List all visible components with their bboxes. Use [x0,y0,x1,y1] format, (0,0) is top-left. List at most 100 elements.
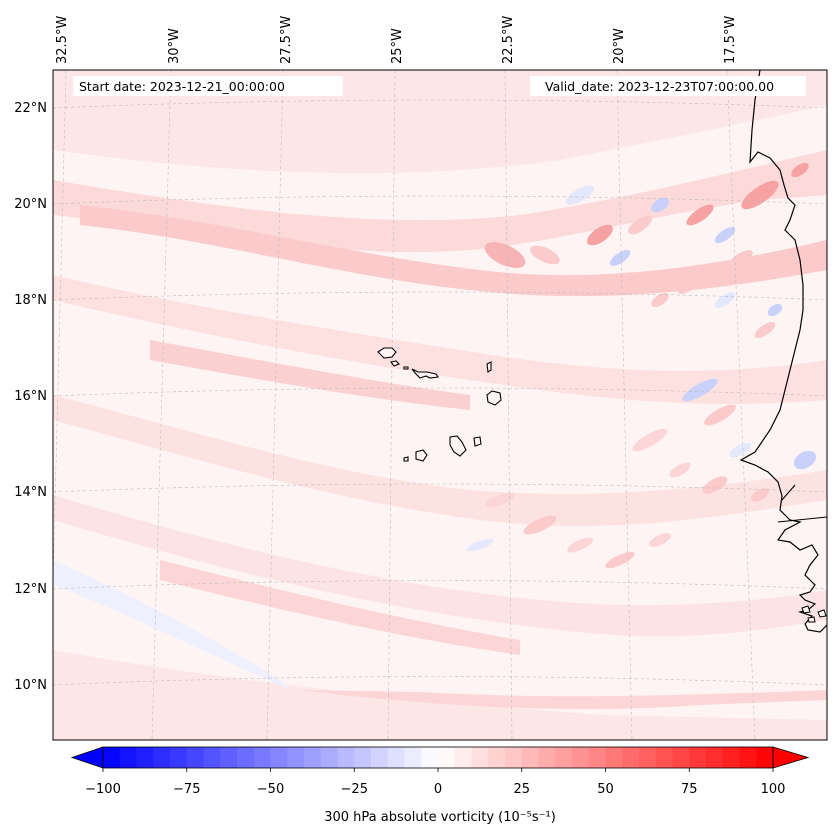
lon-label-20w: 20°W [612,28,627,64]
island-maio [473,436,482,447]
colorbar-bin [287,747,305,768]
graticule [53,70,827,740]
colorbar-bin [722,747,740,768]
colorbar-bin [337,747,355,768]
colorbar-bin [538,747,556,768]
island-santiago [449,435,467,457]
island-sal [486,361,492,373]
map-frame [52,69,828,741]
colorbar-bin [639,747,657,768]
meridian-25w [387,70,396,740]
vorticity-field [53,70,827,740]
cape-verde-islands [377,347,502,462]
lon-label-27-5w: 27.5°W [279,16,294,64]
colorbar-bin [605,747,623,768]
colorbar-ticks [102,768,774,772]
colorbar-bin [253,747,271,768]
island-sao-nicolau [411,368,439,379]
lat-label-20n: 20°N [14,197,47,212]
vorticity-band-southmost [53,650,827,740]
colorbar-tick-labels: −100 −75 −50 −25 0 25 50 75 100 [85,782,785,797]
meridian-27-5w [266,70,284,740]
colorbar-bin [454,747,472,768]
lat-label-16n: 16°N [14,389,47,404]
vorticity-band-stripe-2 [160,560,520,655]
header-box-right [530,76,806,96]
bijagos-islands [801,605,827,623]
colorbar-bin [689,747,707,768]
african-coastline [739,70,827,633]
colorbar-extend-max-arrow [772,746,810,769]
colorbar-extend-min-arrow [70,746,104,769]
colorbar-bin [186,747,204,768]
lon-label-17-5w: 17.5°W [723,16,738,64]
lon-label-25w: 25°W [390,28,405,64]
colorbar-bin [270,747,288,768]
cb-tick-label: −100 [85,782,121,797]
cb-tick-label: −75 [173,782,200,797]
meridian-20w [616,70,633,740]
colorbar-bin [655,747,673,768]
parallel-12n [53,580,827,590]
colorbar-bin [555,747,573,768]
colorbar-bin [471,747,489,768]
colorbar-bin [438,747,456,768]
parallel-10n [53,676,827,686]
lon-label-22-5w: 22.5°W [501,16,516,64]
cb-tick-label: −25 [341,782,368,797]
colorbar-bin [354,747,372,768]
colorbar-bin [672,747,690,768]
valid-date-label: Valid_date: 2023-12-23T07:00:00.00 [545,79,774,94]
vorticity-band-stripe-1 [150,340,470,410]
vorticity-band-middle [53,275,827,404]
colorbar-bin [153,747,171,768]
colorbar-bin [387,747,405,768]
lon-label-32-5w: 32.5°W [55,16,70,64]
vorticity-band-subtropical-jet [80,205,827,297]
colorbar-bin [572,747,590,768]
colorbar-bin [304,747,322,768]
parallel-20n [53,195,827,205]
colorbar-bin [421,747,439,768]
colorbar-bin [170,747,188,768]
map-panel: Start date: 2023-12-21_00:00:00 Valid_da… [14,16,828,741]
senegal-coast-inlet [777,484,827,523]
colorbar-bin [220,747,238,768]
meridian-22-5w [504,70,513,740]
lat-label-18n: 18°N [14,293,47,308]
vorticity-ripples-south [466,492,672,569]
lat-label-22n: 22°N [14,101,47,116]
colorbar-bin [320,747,338,768]
vorticity-ripples-northeast [484,162,809,339]
colorbar-bin [103,747,121,768]
parallel-18n [53,291,827,301]
colorbar-bin [203,747,221,768]
colorbar-bin [119,747,137,768]
header-box-left [73,76,343,96]
latitude-labels: 22°N 20°N 18°N 16°N 14°N 12°N 10°N [14,101,47,693]
colorbar-bin [371,747,389,768]
vorticity-band-southeast [300,690,827,710]
colorbar-bin [505,747,523,768]
vorticity-band-south [53,495,827,637]
start-date-label: Start date: 2023-12-21_00:00:00 [79,79,285,94]
cb-tick-label: 75 [681,782,698,797]
island-sao-vicente [390,360,400,367]
island-santa-luzia [403,366,409,370]
meridian-17-5w [726,70,756,740]
vorticity-ripples-east [632,378,817,502]
colorbar-bin [488,747,506,768]
parallel-22n [53,99,827,109]
colorbar-bin [706,747,724,768]
colorbar-bin [237,747,255,768]
colorbar-bin [588,747,606,768]
vorticity-band-upper [53,150,827,252]
island-brava [403,456,409,462]
colorbar-bin [756,747,774,768]
cb-tick-label: 25 [513,782,530,797]
parallel-14n [53,483,827,493]
cb-tick-label: 0 [434,782,442,797]
lat-label-10n: 10°N [14,678,47,693]
longitude-labels: 32.5°W 30°W 27.5°W 25°W 22.5°W 20°W 17.5… [55,16,738,64]
vorticity-band-lower [53,395,827,527]
